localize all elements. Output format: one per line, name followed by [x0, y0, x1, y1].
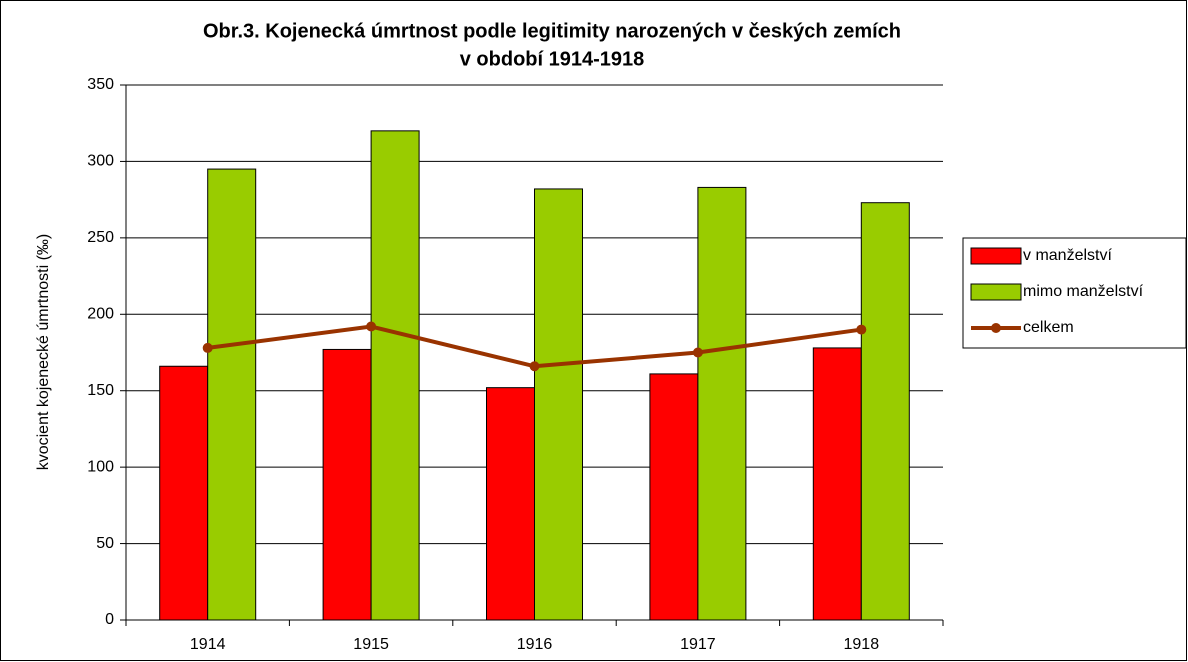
bar — [649, 373, 699, 621]
bar — [486, 387, 535, 621]
legend-label: mimo manželství — [1023, 283, 1144, 300]
x-tick-label: 1917 — [680, 636, 716, 653]
y-axis-label: kvocient kojenecké úmrtnosti (‰) — [35, 234, 52, 471]
bar — [207, 168, 257, 621]
bar — [159, 365, 209, 621]
x-tick-label: 1918 — [844, 636, 880, 653]
line-point — [202, 342, 213, 353]
legend-swatch — [970, 247, 1022, 265]
chart-title: Obr.3. Kojenecká úmrtnost podle legitimi… — [203, 20, 901, 42]
y-tick-label: 0 — [105, 611, 114, 628]
y-tick-label: 200 — [87, 306, 114, 323]
line-point — [856, 324, 867, 335]
x-tick-label: 1914 — [190, 636, 226, 653]
y-tick-label: 350 — [87, 76, 114, 93]
bar — [697, 186, 747, 621]
line-point — [692, 347, 703, 358]
bar — [812, 347, 862, 621]
legend-swatch — [970, 283, 1022, 301]
legend-swatch — [991, 323, 1001, 333]
x-tick-label: 1916 — [517, 636, 553, 653]
bar — [534, 188, 583, 621]
x-tick-label: 1915 — [353, 636, 389, 653]
y-tick-label: 150 — [87, 382, 114, 399]
bar — [322, 348, 372, 621]
y-tick-label: 50 — [96, 535, 114, 552]
bar — [860, 202, 910, 621]
y-tick-label: 250 — [87, 229, 114, 246]
y-tick-label: 300 — [87, 153, 114, 170]
chart-title: v období 1914-1918 — [460, 48, 645, 70]
line-point — [529, 361, 540, 372]
bar — [370, 130, 420, 621]
line-point — [366, 321, 377, 332]
y-tick-label: 100 — [87, 458, 114, 475]
legend-label: v manželství — [1023, 247, 1112, 264]
legend-label: celkem — [1023, 319, 1074, 336]
